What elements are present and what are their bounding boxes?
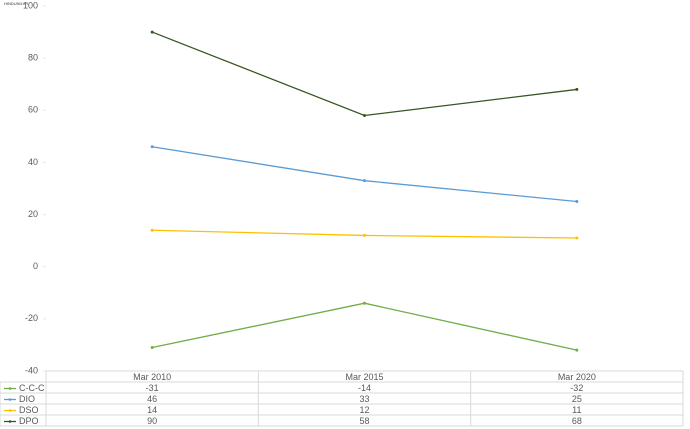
- point: [575, 200, 579, 204]
- point: [363, 179, 366, 183]
- legend-label: DIO: [19, 394, 35, 404]
- series-line: [152, 146, 577, 203]
- x-tick-label: Mar 2010: [133, 372, 171, 382]
- point: [150, 346, 154, 350]
- table-cell: 46: [147, 394, 157, 404]
- y-tick-label: -40: [25, 365, 38, 375]
- legend-label: DSO: [19, 405, 39, 415]
- y-tick-label: 40: [28, 157, 38, 167]
- table-cell: 68: [572, 416, 582, 426]
- legend-swatch-dot: [8, 409, 12, 412]
- table-cell: 25: [572, 394, 582, 404]
- chart-title: HINDUNILVR: [4, 1, 28, 6]
- point: [363, 233, 366, 237]
- legend-swatch-dot: [8, 387, 12, 390]
- series-line: [152, 302, 577, 351]
- point: [150, 228, 154, 232]
- x-tick-label: Mar 2020: [558, 372, 596, 382]
- point: [363, 301, 366, 305]
- table-cell: 12: [359, 405, 369, 415]
- table-cell: 90: [147, 416, 157, 426]
- y-tick-label: 100: [23, 0, 38, 10]
- legend-label: DPO: [19, 416, 39, 426]
- series-line: [151, 31, 577, 117]
- point: [150, 145, 154, 149]
- table-cell: 33: [359, 394, 369, 404]
- y-tick-label: 60: [28, 105, 38, 115]
- point: [363, 114, 366, 117]
- table-cell: 11: [572, 405, 581, 415]
- y-tick-label: 20: [28, 209, 38, 219]
- legend-label: C-C-C: [19, 383, 45, 393]
- legend-swatch-dot: [8, 420, 12, 423]
- table-cell: 14: [147, 405, 157, 415]
- point: [575, 236, 579, 240]
- table-cell: -31: [146, 383, 159, 393]
- y-tick-label: 80: [28, 53, 38, 63]
- y-tick-label: -20: [25, 313, 38, 323]
- legend-swatch-dot: [8, 398, 12, 401]
- point: [575, 87, 579, 91]
- table-cell: 58: [359, 416, 369, 426]
- x-tick-label: Mar 2015: [345, 372, 383, 382]
- y-tick-label: 0: [33, 261, 38, 271]
- point: [150, 30, 154, 34]
- table-cell: -14: [358, 383, 371, 393]
- table-cell: -32: [570, 383, 583, 393]
- point: [575, 348, 579, 352]
